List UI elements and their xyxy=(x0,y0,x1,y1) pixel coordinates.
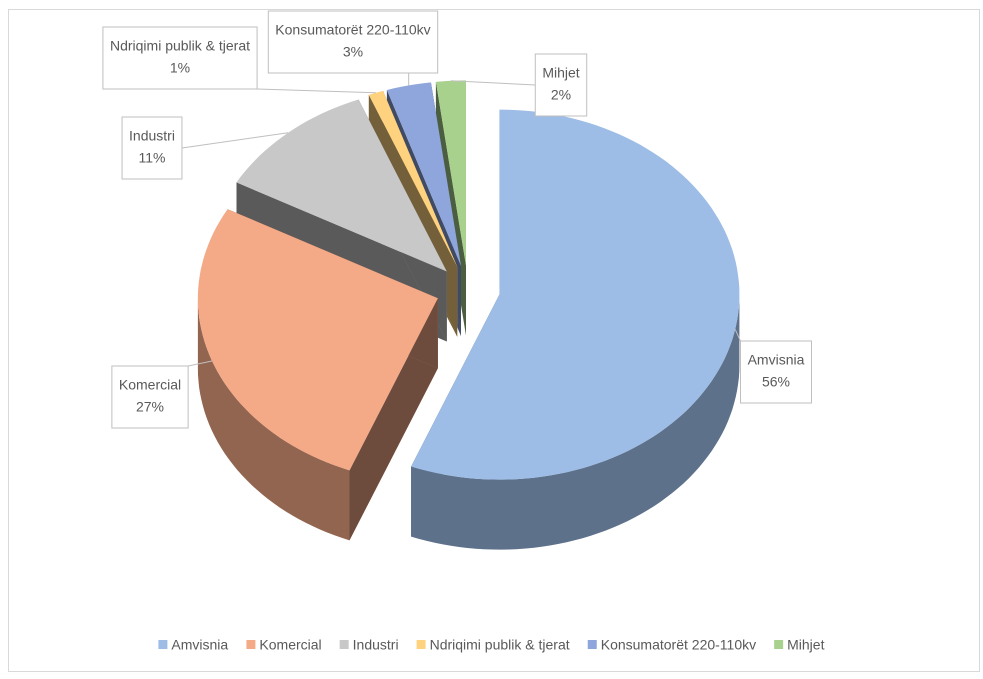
label-name: Amvisnia xyxy=(748,352,805,368)
data-label: Konsumatorët 220-110kv 3% xyxy=(267,10,439,74)
slice-side xyxy=(411,294,740,550)
leader-line xyxy=(734,329,741,342)
data-label: Mihjet 2% xyxy=(534,53,588,117)
legend: Amvisnia Komercial Industri Ndriqimi publik… xyxy=(158,637,825,653)
legend-label: Industri xyxy=(353,637,399,653)
label-name: Konsumatorët 220-110kv xyxy=(275,22,430,38)
slice-side-shade xyxy=(197,298,350,541)
label-value: 11% xyxy=(139,150,166,166)
legend-label: Amvisnia xyxy=(171,637,228,653)
label-value: 3% xyxy=(343,44,363,60)
leader-line xyxy=(257,88,376,94)
label-value: 1% xyxy=(170,60,190,76)
label-box xyxy=(534,53,588,117)
label-value: 2% xyxy=(551,87,571,103)
data-label: Komercial 27% xyxy=(111,365,189,429)
legend-label: Komercial xyxy=(259,637,321,653)
legend-swatch xyxy=(774,640,784,649)
label-box xyxy=(267,10,439,74)
pie-tops xyxy=(197,80,740,480)
label-box xyxy=(121,116,183,180)
label-box xyxy=(102,26,258,90)
label-name: Mihjet xyxy=(542,65,579,81)
legend-label: Mihjet xyxy=(787,637,824,653)
legend-swatch xyxy=(246,640,256,649)
label-name: Industri xyxy=(129,128,175,144)
label-value: 56% xyxy=(762,374,790,390)
slice xyxy=(368,90,458,267)
label-box xyxy=(111,365,189,429)
leader-line xyxy=(188,360,213,367)
data-label: Industri 11% xyxy=(121,116,183,180)
data-labels: Amvisnia 56% Komercial 27% Industri 11% Ndriqi… xyxy=(102,10,813,429)
leader-line xyxy=(181,132,289,149)
legend-swatch xyxy=(416,640,426,649)
label-name: Komercial xyxy=(119,377,181,393)
data-label: Amvisnia 56% xyxy=(739,340,813,404)
slice xyxy=(197,209,438,471)
data-label: Ndriqimi publik & tjerat 1% xyxy=(102,26,258,90)
legend-label: Ndriqimi publik & tjerat xyxy=(430,637,570,653)
legend-swatch xyxy=(339,640,349,649)
legend-swatch xyxy=(158,640,168,649)
slice xyxy=(435,80,466,266)
leader-line xyxy=(450,80,536,86)
slice-side-shade xyxy=(411,294,740,550)
slice xyxy=(411,109,740,480)
slice-side xyxy=(197,298,350,541)
label-name: Ndriqimi publik & tjerat xyxy=(110,38,250,54)
legend-label: Konsumatorët 220-110kv xyxy=(601,637,756,653)
label-box xyxy=(739,340,813,404)
legend-swatch xyxy=(587,640,597,649)
slice xyxy=(236,99,447,272)
slice xyxy=(386,82,461,267)
label-value: 27% xyxy=(136,399,164,415)
